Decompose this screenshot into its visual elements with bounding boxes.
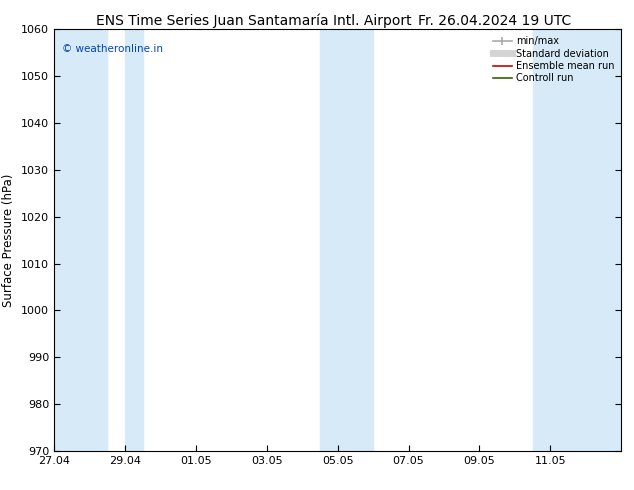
Text: ENS Time Series Juan Santamaría Intl. Airport: ENS Time Series Juan Santamaría Intl. Ai… bbox=[96, 14, 411, 28]
Bar bbox=[320, 29, 373, 451]
Text: Fr. 26.04.2024 19 UTC: Fr. 26.04.2024 19 UTC bbox=[418, 14, 571, 28]
Bar bbox=[533, 29, 621, 451]
Text: © weatheronline.in: © weatheronline.in bbox=[62, 44, 164, 54]
Y-axis label: Surface Pressure (hPa): Surface Pressure (hPa) bbox=[3, 173, 15, 307]
Bar bbox=[54, 29, 107, 451]
Bar bbox=[125, 29, 143, 451]
Legend: min/max, Standard deviation, Ensemble mean run, Controll run: min/max, Standard deviation, Ensemble me… bbox=[491, 34, 616, 85]
